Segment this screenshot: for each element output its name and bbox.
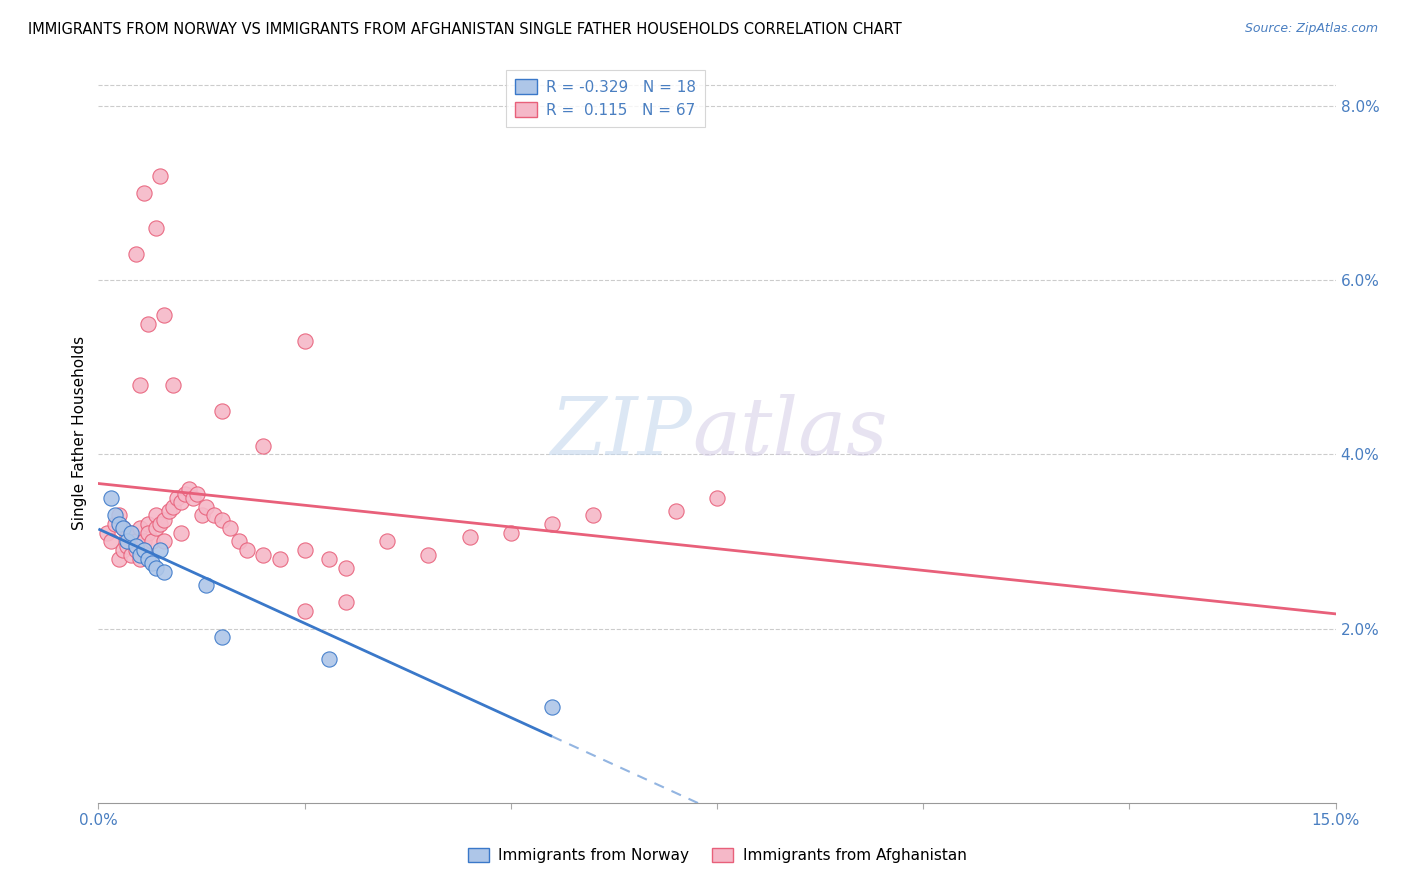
Point [104, 517, 127, 532]
Point [120, 548, 142, 562]
Point [541, 517, 564, 532]
Text: atlas: atlas [692, 394, 887, 471]
Point [335, 595, 357, 609]
Point [418, 548, 440, 562]
Point [335, 560, 357, 574]
Point [228, 534, 250, 549]
Point [181, 491, 204, 505]
Point [136, 525, 159, 540]
Point [170, 495, 193, 509]
Point [153, 565, 176, 579]
Point [318, 652, 340, 666]
Point [149, 543, 172, 558]
Point [162, 500, 184, 514]
Point [252, 439, 274, 453]
Point [100, 534, 122, 549]
Point [145, 560, 167, 574]
Point [136, 317, 159, 331]
Point [132, 186, 155, 200]
Point [141, 556, 163, 570]
Point [157, 504, 180, 518]
Point [190, 508, 212, 523]
Point [318, 552, 340, 566]
Point [211, 630, 233, 644]
Point [236, 543, 259, 558]
Point [153, 534, 176, 549]
Point [112, 521, 135, 535]
Point [120, 525, 142, 540]
Point [219, 521, 242, 535]
Y-axis label: Single Father Households: Single Father Households [72, 335, 87, 530]
Point [120, 525, 142, 540]
Point [124, 539, 146, 553]
Point [153, 308, 176, 322]
Point [108, 508, 131, 523]
Point [124, 534, 146, 549]
Point [128, 377, 150, 392]
Point [124, 543, 146, 558]
Point [706, 491, 728, 505]
Point [252, 548, 274, 562]
Point [128, 548, 150, 562]
Point [166, 491, 188, 505]
Point [458, 530, 481, 544]
Point [108, 552, 131, 566]
Point [128, 552, 150, 566]
Point [100, 491, 122, 505]
Point [136, 517, 159, 532]
Point [194, 578, 217, 592]
Point [162, 377, 184, 392]
Point [269, 552, 291, 566]
Point [145, 508, 167, 523]
Point [499, 525, 522, 540]
Point [108, 517, 131, 532]
Text: IMMIGRANTS FROM NORWAY VS IMMIGRANTS FROM AFGHANISTAN SINGLE FATHER HOUSEHOLDS C: IMMIGRANTS FROM NORWAY VS IMMIGRANTS FRO… [28, 22, 901, 37]
Point [170, 525, 193, 540]
Point [96, 525, 118, 540]
Point [153, 513, 176, 527]
Point [211, 404, 233, 418]
Point [117, 530, 139, 544]
Point [145, 221, 167, 235]
Text: Source: ZipAtlas.com: Source: ZipAtlas.com [1244, 22, 1378, 36]
Point [136, 552, 159, 566]
Point [294, 543, 316, 558]
Point [117, 534, 139, 549]
Point [149, 517, 172, 532]
Point [128, 521, 150, 535]
Point [582, 508, 605, 523]
Point [211, 513, 233, 527]
Legend: Immigrants from Norway, Immigrants from Afghanistan: Immigrants from Norway, Immigrants from … [461, 841, 973, 869]
Point [141, 534, 163, 549]
Point [112, 543, 135, 558]
Point [202, 508, 225, 523]
Point [132, 534, 155, 549]
Point [104, 508, 127, 523]
Point [117, 539, 139, 553]
Point [294, 334, 316, 348]
Point [375, 534, 398, 549]
Point [112, 521, 135, 535]
Point [179, 482, 201, 496]
Point [149, 169, 172, 183]
Text: ZIP: ZIP [551, 394, 692, 471]
Point [194, 500, 217, 514]
Point [132, 543, 155, 558]
Point [665, 504, 688, 518]
Point [124, 247, 146, 261]
Point [132, 543, 155, 558]
Point [294, 604, 316, 618]
Point [145, 521, 167, 535]
Point [186, 486, 208, 500]
Point [541, 700, 564, 714]
Point [174, 486, 197, 500]
